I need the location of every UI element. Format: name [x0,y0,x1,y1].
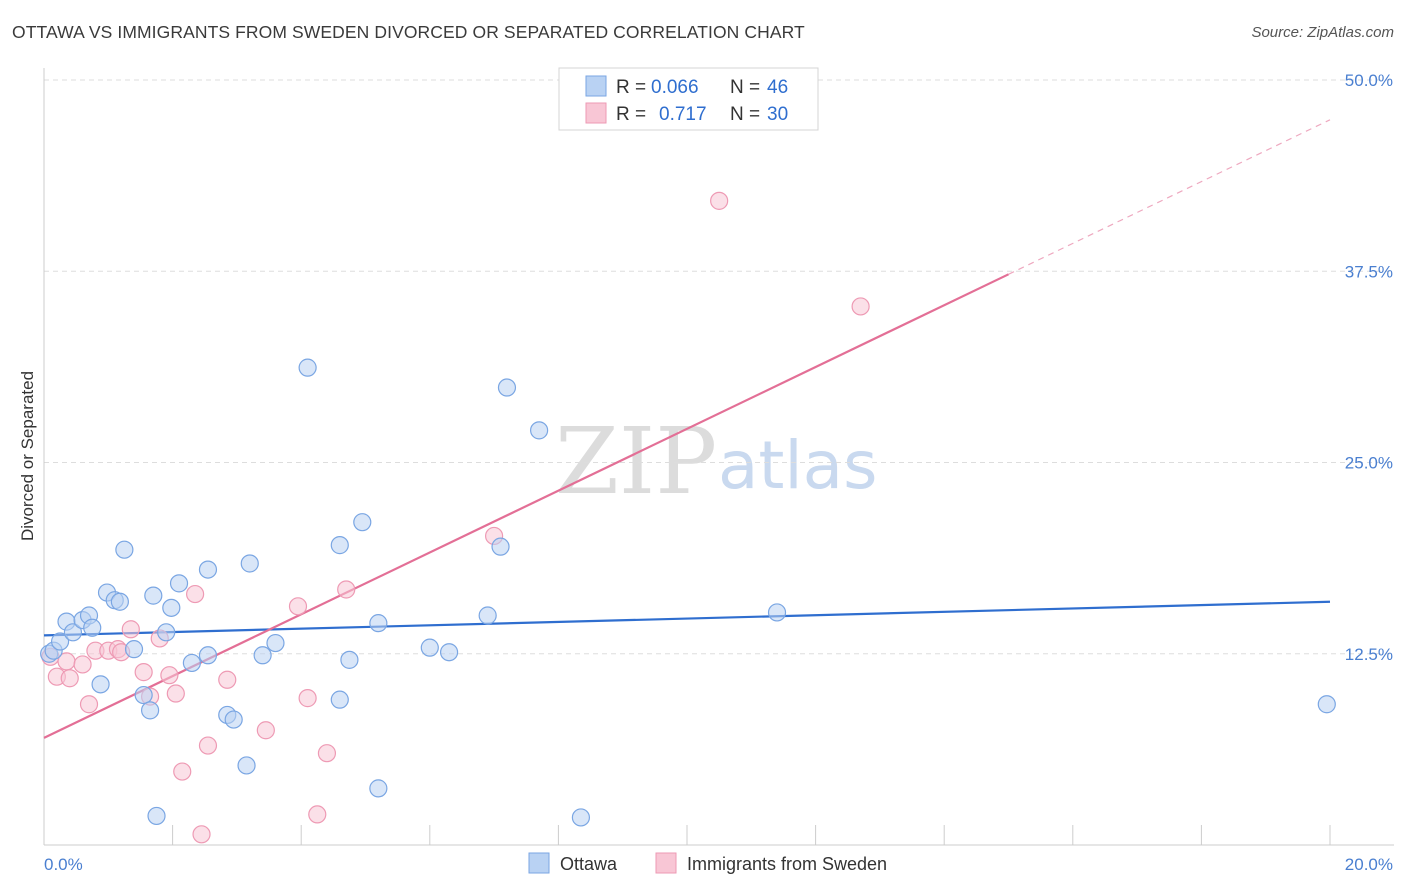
ottawa-point-34 [369,614,388,633]
ottawa-point-26 [240,554,259,573]
ottawa-point-28 [266,633,285,653]
y-tick-label-0: 12.5% [1345,645,1393,664]
y-axis-label: Divorced or Separated [18,371,37,541]
bottom-legend-swatch-ottawa [528,852,550,874]
y-tick-labels: 12.5% 25.0% 37.5% 50.0% [1345,71,1393,664]
legend-r-label-ottawa: R = [616,77,646,98]
x-tick-label-0: 0.0% [44,855,83,874]
sweden-point-22 [288,597,308,616]
legend-n-value-ottawa: 46 [767,77,788,98]
legend-r-value-ottawa: 0.066 [651,77,699,98]
ottawa-point-4 [63,623,83,642]
sweden-point-16 [173,762,192,781]
legend-n-label-ottawa: N = [730,77,760,98]
ottawa-point-24 [224,710,243,729]
ottawa-point-43 [767,603,787,622]
ottawa-point-11 [110,592,129,611]
ottawa-point-2 [50,632,70,651]
legend-swatch-ottawa [585,75,607,97]
legend-n-value-sweden: 30 [767,104,788,125]
correlation-legend: R = 0.066 N = 46 R = 0.717 N = 30 [558,67,819,131]
ottawa-point-38 [478,606,497,625]
ottawa-point-42 [571,808,591,827]
legend-n-label-sweden: N = [730,104,760,125]
ottawa-point-44 [1317,695,1336,714]
y-tick-label-1: 25.0% [1345,454,1393,473]
sweden-point-5 [79,695,99,714]
sweden-point-28 [710,191,729,210]
bottom-legend-swatch-sweden [655,852,677,874]
ottawa-point-32 [340,650,359,669]
chart-title: OTTAWA VS IMMIGRANTS FROM SWEDEN DIVORCE… [12,22,805,42]
sweden-point-25 [317,744,337,763]
ottawa-point-37 [439,643,459,662]
sweden-point-24 [308,805,327,824]
sweden-point-3 [60,669,79,688]
ottawa-point-22 [198,646,218,665]
legend-swatch-sweden [585,102,607,124]
sweden-point-4 [73,655,92,674]
legend-r-label-sweden: R = [616,104,646,125]
ottawa-point-19 [169,574,189,593]
ottawa-point-30 [330,536,349,555]
sweden-point-18 [192,825,211,844]
sweden-point-17 [186,584,205,604]
ottawa-point-36 [420,638,439,657]
ottawa-points [40,358,1336,827]
ottawa-point-13 [124,640,144,659]
ottawa-point-27 [253,646,272,665]
sweden-point-21 [256,721,275,740]
axes [43,68,1394,846]
ottawa-point-39 [491,537,510,556]
source-label: Source: ZipAtlas.com [1251,24,1394,41]
y-tick-label-3: 50.0% [1345,71,1393,90]
ottawa-trend-line [43,600,1331,637]
legend-r-value-sweden: 0.717 [659,104,707,125]
sweden-point-11 [134,663,153,682]
bottom-legend-ottawa: Ottawa [560,854,618,874]
ottawa-point-15 [140,701,160,720]
ottawa-point-35 [369,779,388,798]
watermark-zip: ZIP [555,408,717,515]
series-legend: Ottawa Immigrants from Sweden [528,852,887,874]
ottawa-point-33 [353,513,372,532]
ottawa-point-12 [115,540,134,559]
sweden-point-26 [337,580,356,599]
sweden-point-20 [218,670,237,689]
sweden-point-23 [298,689,317,708]
bottom-legend-sweden: Immigrants from Sweden [687,854,887,874]
y-tick-label-2: 37.5% [1345,262,1393,281]
sweden-points [41,191,870,844]
sweden-point-19 [198,736,218,755]
watermark-atlas: atlas [718,427,878,504]
ottawa-point-45 [147,806,166,826]
ottawa-point-31 [330,690,349,709]
ottawa-point-17 [157,623,176,642]
x-tick-labels: 0.0% 20.0% [44,855,1393,874]
sweden-point-10 [121,620,140,639]
trend-lines [43,119,1331,739]
sweden-point-15 [166,684,185,703]
ottawa-point-14 [134,685,153,705]
ottawa-point-25 [237,756,256,775]
ottawa-point-20 [182,653,201,673]
ottawa-point-8 [91,675,110,694]
ottawa-point-29 [298,358,317,377]
ottawa-point-7 [83,618,102,637]
ottawa-point-21 [198,560,218,579]
sweden-trend-extension [1008,119,1331,275]
ottawa-point-16 [144,586,163,605]
sweden-point-14 [160,666,179,685]
sweden-point-29 [851,297,870,316]
ottawa-point-40 [497,378,517,397]
x-tick-label-1: 20.0% [1345,855,1393,874]
ottawa-point-18 [162,598,181,617]
ottawa-point-41 [530,421,549,440]
